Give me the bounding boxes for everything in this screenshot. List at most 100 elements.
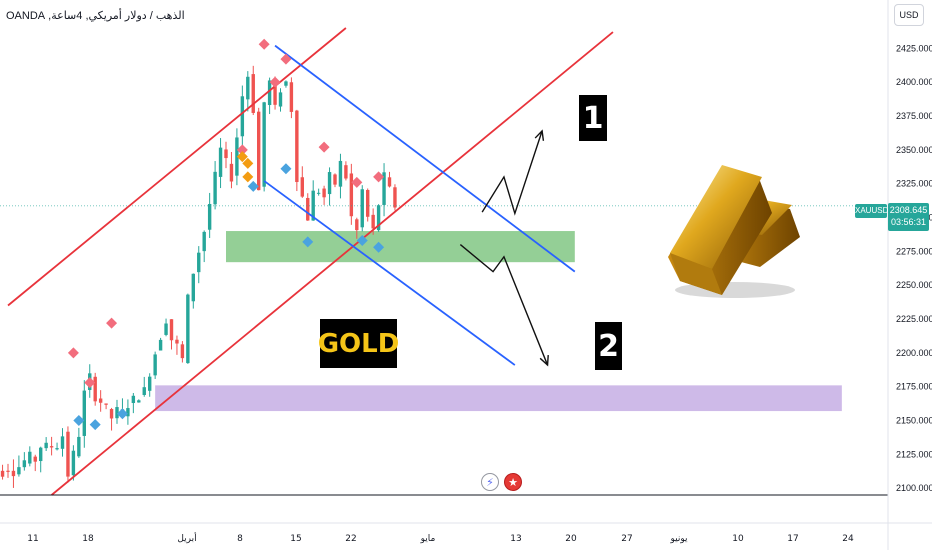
pivot-low-marker <box>302 236 314 248</box>
candle-body <box>202 231 206 252</box>
accent-pivot-marker <box>236 151 248 163</box>
candle-body <box>251 74 255 113</box>
pivot-low-marker <box>116 408 128 420</box>
candle-body <box>224 149 228 159</box>
y-tick-label: 2425.000 <box>896 43 932 53</box>
candle-body <box>311 190 315 221</box>
candle-body <box>137 400 141 403</box>
candle-body <box>158 339 163 351</box>
y-tick-label: 2275.000 <box>896 246 932 256</box>
candle-body <box>393 187 397 208</box>
x-tick-label: 10 <box>732 534 744 544</box>
currency-selector[interactable]: USD <box>894 4 924 26</box>
y-tick-label: 2375.000 <box>896 111 932 121</box>
candle-body <box>366 189 370 217</box>
red-channel-lower <box>51 31 614 496</box>
candle-body <box>191 273 195 302</box>
accent-pivot-marker <box>242 157 254 169</box>
candle-body <box>306 197 310 221</box>
candle-body <box>218 147 223 177</box>
candle-body <box>22 460 27 468</box>
candle-body <box>289 82 294 112</box>
candle-body <box>115 407 119 419</box>
candle-body <box>246 76 250 100</box>
candle-body <box>93 376 97 402</box>
candle-body <box>207 203 212 230</box>
blue-channel-upper <box>274 44 576 273</box>
pivots-layer <box>67 38 385 431</box>
candle-body <box>71 450 76 476</box>
candle-body <box>55 448 59 450</box>
pivot-high-marker <box>269 76 281 88</box>
candle-body <box>349 173 354 217</box>
pivot-low-marker <box>356 235 368 247</box>
accent-pivot-marker <box>242 171 254 183</box>
y-tick-label: 2325.000 <box>896 179 932 189</box>
candle-body <box>197 252 201 273</box>
candle-body <box>300 177 304 197</box>
candle-body <box>44 442 48 449</box>
lightning-icon[interactable]: ⚡ <box>481 473 499 491</box>
y-tick-label: 2350.000 <box>896 145 932 155</box>
y-tick-label: 2400.000 <box>896 77 932 87</box>
candle-body <box>229 163 234 182</box>
candle-body <box>104 403 108 405</box>
candle-body <box>295 110 299 183</box>
candle-body <box>360 189 364 228</box>
pivot-high-marker <box>318 141 330 153</box>
y-tick-label: 2125.000 <box>896 449 932 459</box>
pivot-low-marker <box>247 180 259 192</box>
red-channel-upper <box>7 27 347 307</box>
candle-body <box>175 339 179 344</box>
candle-body <box>17 467 21 475</box>
pivot-high-marker <box>280 53 292 65</box>
candle-body <box>273 83 277 105</box>
candle-body <box>148 376 152 391</box>
bar-countdown: 03:56:31 <box>890 217 927 227</box>
candle-body <box>131 395 136 404</box>
y-tick-label: 2150.000 <box>896 416 932 426</box>
gold-title-label: GOLD <box>318 319 399 368</box>
y-tick-label: 2100.000 <box>896 483 932 493</box>
x-tick-label: 24 <box>842 534 854 544</box>
gold-bars-image <box>668 165 800 298</box>
candle-body <box>82 390 86 436</box>
candle-body <box>382 172 386 205</box>
y-tick-label: 2200.000 <box>896 348 932 358</box>
x-tick-label: 18 <box>82 534 94 544</box>
candle-body <box>39 447 43 462</box>
x-tick-label: 22 <box>345 534 356 544</box>
y-tick-label: 2225.000 <box>896 314 932 324</box>
candles-layer <box>0 65 397 488</box>
candle-body <box>262 102 266 187</box>
candle-body <box>98 398 103 403</box>
blue-channel-lower <box>263 180 516 366</box>
pivot-high-marker <box>236 144 248 156</box>
candle-body <box>344 165 348 179</box>
candle-body <box>333 174 337 185</box>
pivot-high-marker <box>67 347 79 359</box>
candle-body <box>322 188 326 198</box>
pivot-high-marker <box>373 171 385 183</box>
candle-body <box>355 219 359 231</box>
candle-body <box>142 387 146 395</box>
pivot-low-marker <box>280 163 292 175</box>
pivot-high-marker <box>351 176 363 188</box>
candle-body <box>376 205 381 231</box>
candle-body <box>316 192 321 194</box>
x-tick-label: مايو <box>420 534 436 544</box>
candle-body <box>49 446 54 448</box>
candle-body <box>77 436 81 457</box>
symbol-title[interactable]: الذهب / دولار أمريكي, 4ساعة, OANDA <box>6 10 185 22</box>
candle-body <box>387 177 392 187</box>
us-flag-icon[interactable]: ★ <box>504 473 522 491</box>
candle-body <box>327 172 332 195</box>
x-tick-label: 13 <box>510 534 521 544</box>
candle-body <box>371 214 375 229</box>
x-tick-label: 17 <box>787 534 798 544</box>
x-tick-label: 27 <box>621 534 632 544</box>
candle-body <box>28 451 32 464</box>
